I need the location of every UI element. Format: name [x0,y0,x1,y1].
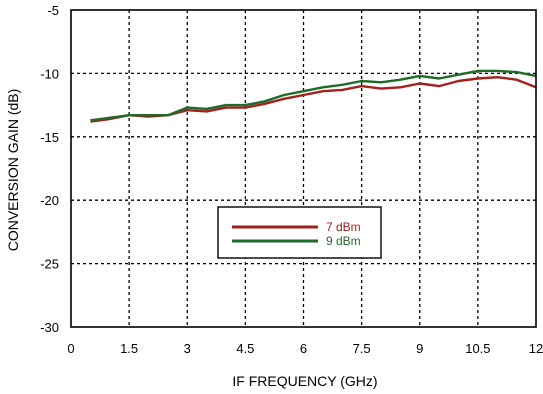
x-tick-label: 1.5 [120,341,138,356]
x-tick-label: 9 [416,341,423,356]
y-tick-label: -20 [40,193,59,208]
y-axis-label: CONVERSION GAIN (dB) [5,89,21,252]
x-tick-label: 10.5 [465,341,490,356]
x-tick-label: 6 [300,341,307,356]
y-tick-label: -15 [40,130,59,145]
y-tick-label: -25 [40,257,59,272]
x-tick-label: 4.5 [236,341,254,356]
x-axis-label: IF FREQUENCY (GHz) [232,373,377,389]
legend-label-9dbm: 9 dBm [326,234,361,248]
x-tick-label: 3 [184,341,191,356]
legend-label-7dbm: 7 dBm [326,220,361,234]
legend-box [217,206,382,259]
y-tick-label: -10 [40,66,59,81]
x-tick-label: 12 [529,341,543,356]
x-tick-label: 7.5 [353,341,371,356]
y-tick-label: -30 [40,320,59,335]
plot-frame [70,9,537,328]
grid [71,10,536,327]
series-lines [90,69,537,123]
y-tick-label: -5 [47,3,59,18]
series-line-9dbm [90,69,537,122]
legend: 7 dBm 9 dBm [217,206,382,259]
x-tick-label: 0 [67,341,74,356]
tick-labels: 0 1.5 3 4.5 6 7.5 9 10.5 12 -5 -10 -15 -20 -25 -30 [40,3,543,356]
